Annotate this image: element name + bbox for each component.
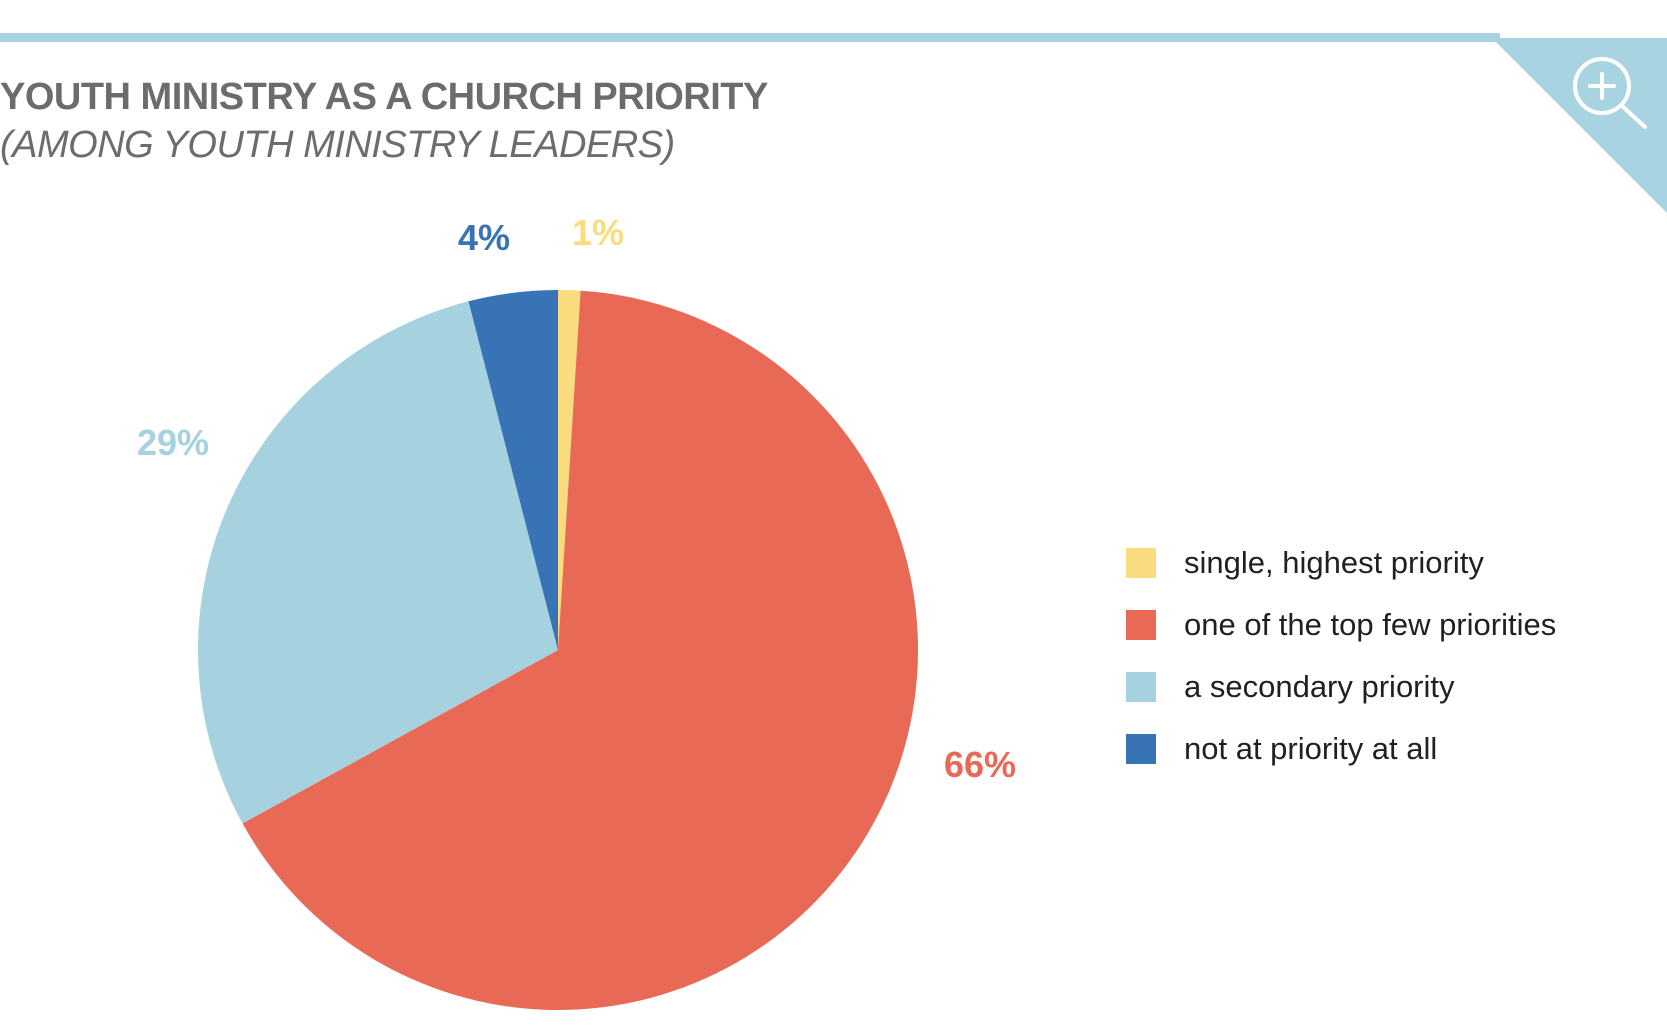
legend-swatch (1126, 548, 1156, 578)
slice-value-label-single-highest: 1% (572, 212, 624, 253)
legend-label: not at priority at all (1184, 731, 1438, 766)
legend-label: single, highest priority (1184, 545, 1484, 580)
magnifier-plus-icon[interactable] (1573, 57, 1647, 129)
legend-item-not-priority: not at priority at all (1126, 718, 1556, 780)
pie-slice-secondary (198, 301, 559, 824)
legend-item-single-highest: single, highest priority (1126, 532, 1556, 594)
legend-label: one of the top few priorities (1184, 607, 1557, 642)
corner-triangle (1492, 38, 1667, 213)
pie-slice-not-priority (468, 290, 558, 650)
legend-swatch (1126, 672, 1156, 702)
legend-item-top-few: one of the top few priorities (1126, 594, 1556, 656)
slice-value-label-secondary: 29% (137, 422, 209, 463)
legend-swatch (1126, 610, 1156, 640)
pie-slice-single-highest (558, 290, 581, 650)
legend-label: a secondary priority (1184, 669, 1455, 704)
slice-value-label-top-few: 66% (944, 744, 1016, 785)
slice-value-label-not-priority: 4% (458, 217, 510, 258)
top-rule (0, 33, 1500, 42)
chart-subtitle: (AMONG YOUTH MINISTRY LEADERS) (0, 124, 675, 166)
chart-legend: single, highest priority one of the top f… (1126, 532, 1556, 780)
legend-swatch (1126, 734, 1156, 764)
chart-title: YOUTH MINISTRY AS A CHURCH PRIORITY (0, 76, 768, 118)
pie-slice-top-few (242, 290, 919, 1011)
legend-item-secondary: a secondary priority (1126, 656, 1556, 718)
